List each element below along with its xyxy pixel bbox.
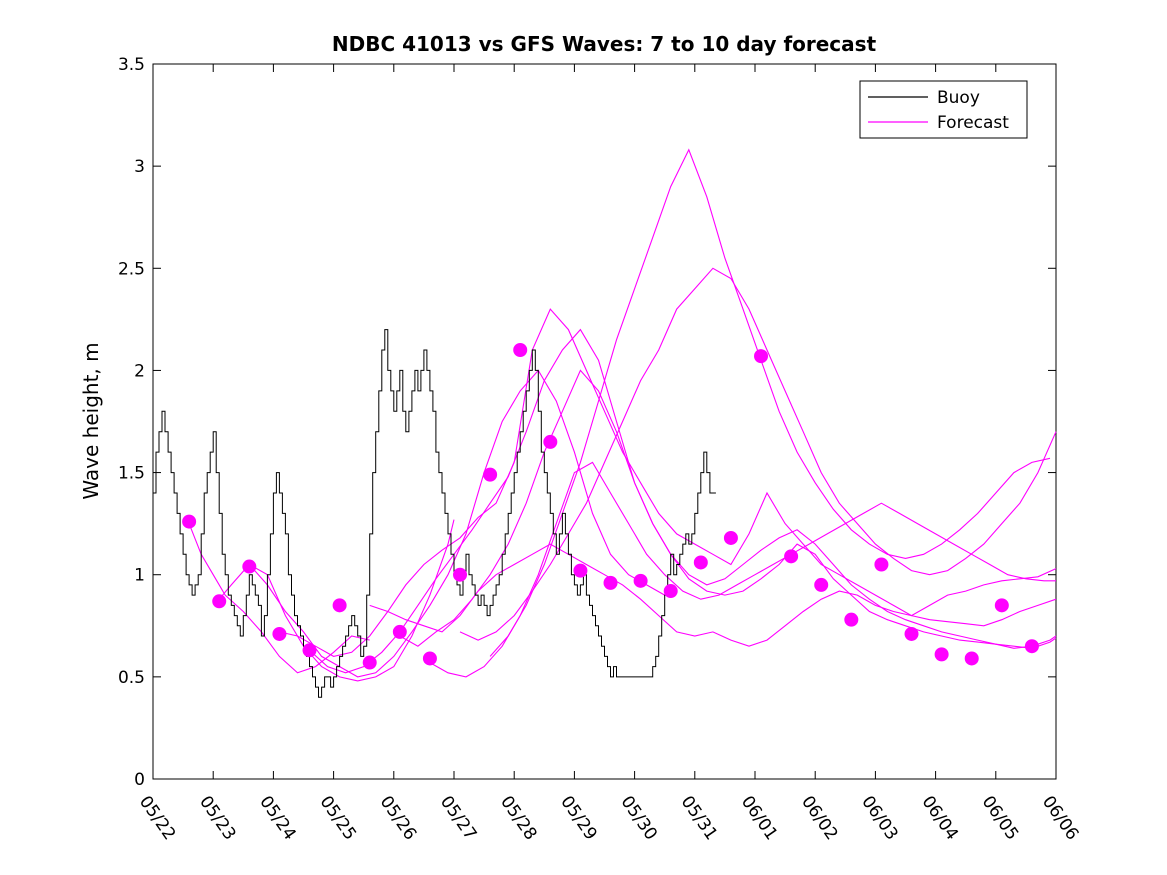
x-tick-label: 05/22 <box>135 792 179 844</box>
x-tick-label: 05/27 <box>436 792 480 844</box>
forecast-marker-23 <box>874 557 889 572</box>
forecast-marker-0 <box>182 514 197 529</box>
y-axis-label: Wave height, m <box>79 342 103 499</box>
forecast-marker-11 <box>513 343 528 357</box>
x-tick-label: 05/30 <box>617 792 661 844</box>
forecast-line-9 <box>489 148 1051 657</box>
forecast-marker-28 <box>1024 639 1039 654</box>
y-tick-label: 1 <box>134 566 145 586</box>
x-tick-label: 05/31 <box>677 792 721 844</box>
forecast-marker-25 <box>934 647 949 662</box>
y-tick-label: 2 <box>134 361 145 381</box>
forecast-marker-5 <box>332 598 347 613</box>
forecast-marker-10 <box>483 467 498 482</box>
forecast-marker-22 <box>844 612 859 627</box>
x-tick-label: 06/02 <box>797 792 841 844</box>
y-tick-label: 1.5 <box>118 464 145 484</box>
series-layer <box>153 148 1057 698</box>
axes-box <box>152 63 1057 780</box>
buoy-line <box>153 329 716 698</box>
x-tick-label: 06/06 <box>1038 792 1082 844</box>
forecast-line-3 <box>279 308 1057 657</box>
x-tick-label: 06/04 <box>918 792 962 844</box>
forecast-marker-14 <box>603 575 618 590</box>
forecast-marker-2 <box>242 559 257 574</box>
y-tick-label: 0.5 <box>118 668 145 688</box>
forecast-marker-12 <box>543 434 558 449</box>
legend-label-forecast: Forecast <box>937 113 1009 133</box>
y-tick-label: 0 <box>134 770 145 790</box>
forecast-line-0 <box>188 523 370 674</box>
forecast-marker-13 <box>573 563 588 578</box>
forecast-marker-9 <box>453 567 468 582</box>
forecast-marker-6 <box>362 655 377 670</box>
chart-title: NDBC 41013 vs GFS Waves: 7 to 10 day for… <box>332 32 877 56</box>
y-tick-label: 2.5 <box>118 259 145 279</box>
forecast-marker-1 <box>212 594 227 609</box>
plot-area: 0 0.5 1 1.5 2 2.5 3 3.5 05/22 05/23 05/24 05/25 05/… <box>118 55 1082 844</box>
legend-box <box>859 80 1028 139</box>
forecast-marker-26 <box>964 651 979 666</box>
forecast-marker-16 <box>663 584 678 599</box>
x-tick-label: 06/05 <box>978 792 1022 844</box>
forecast-marker-17 <box>693 555 708 570</box>
forecast-marker-27 <box>994 598 1009 613</box>
forecast-marker-15 <box>633 573 648 588</box>
x-tick-label: 05/23 <box>195 792 239 844</box>
x-tick-label: 05/25 <box>316 792 360 844</box>
forecast-line-4 <box>309 328 1057 674</box>
forecast-marker-21 <box>814 577 829 592</box>
forecast-line-5 <box>369 543 1057 647</box>
x-tick-label: 05/24 <box>255 792 299 844</box>
x-tick-label: 05/28 <box>496 792 540 844</box>
marker-layer <box>182 343 1039 670</box>
forecast-line-7 <box>429 461 1056 678</box>
y-tick-label: 3.5 <box>118 55 145 75</box>
x-tick-label: 06/03 <box>857 792 901 844</box>
y-axis-ticks: 0 0.5 1 1.5 2 2.5 3 3.5 <box>118 55 1056 790</box>
x-tick-label: 05/26 <box>376 792 420 844</box>
forecast-marker-24 <box>904 626 919 641</box>
y-tick-label: 3 <box>134 157 145 177</box>
forecast-line-6 <box>399 369 1057 649</box>
legend: Buoy Forecast <box>859 80 1028 139</box>
forecast-marker-20 <box>784 549 799 564</box>
x-tick-label: 05/29 <box>556 792 600 844</box>
x-tick-label: 06/01 <box>737 792 781 844</box>
forecast-marker-8 <box>422 651 437 666</box>
legend-label-buoy: Buoy <box>937 88 980 108</box>
forecast-marker-3 <box>272 626 287 641</box>
forecast-marker-19 <box>754 349 769 364</box>
forecast-marker-7 <box>392 624 407 639</box>
forecast-marker-18 <box>723 530 738 545</box>
forecast-marker-4 <box>302 643 317 658</box>
forecast-line-2 <box>248 369 665 678</box>
